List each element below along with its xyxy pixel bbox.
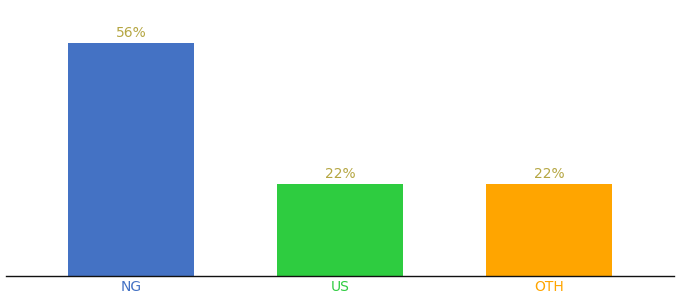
- Bar: [68, 43, 194, 276]
- Bar: [486, 184, 612, 276]
- Bar: [277, 184, 403, 276]
- Text: 22%: 22%: [534, 167, 564, 181]
- Text: 22%: 22%: [324, 167, 356, 181]
- Text: 56%: 56%: [116, 26, 146, 40]
